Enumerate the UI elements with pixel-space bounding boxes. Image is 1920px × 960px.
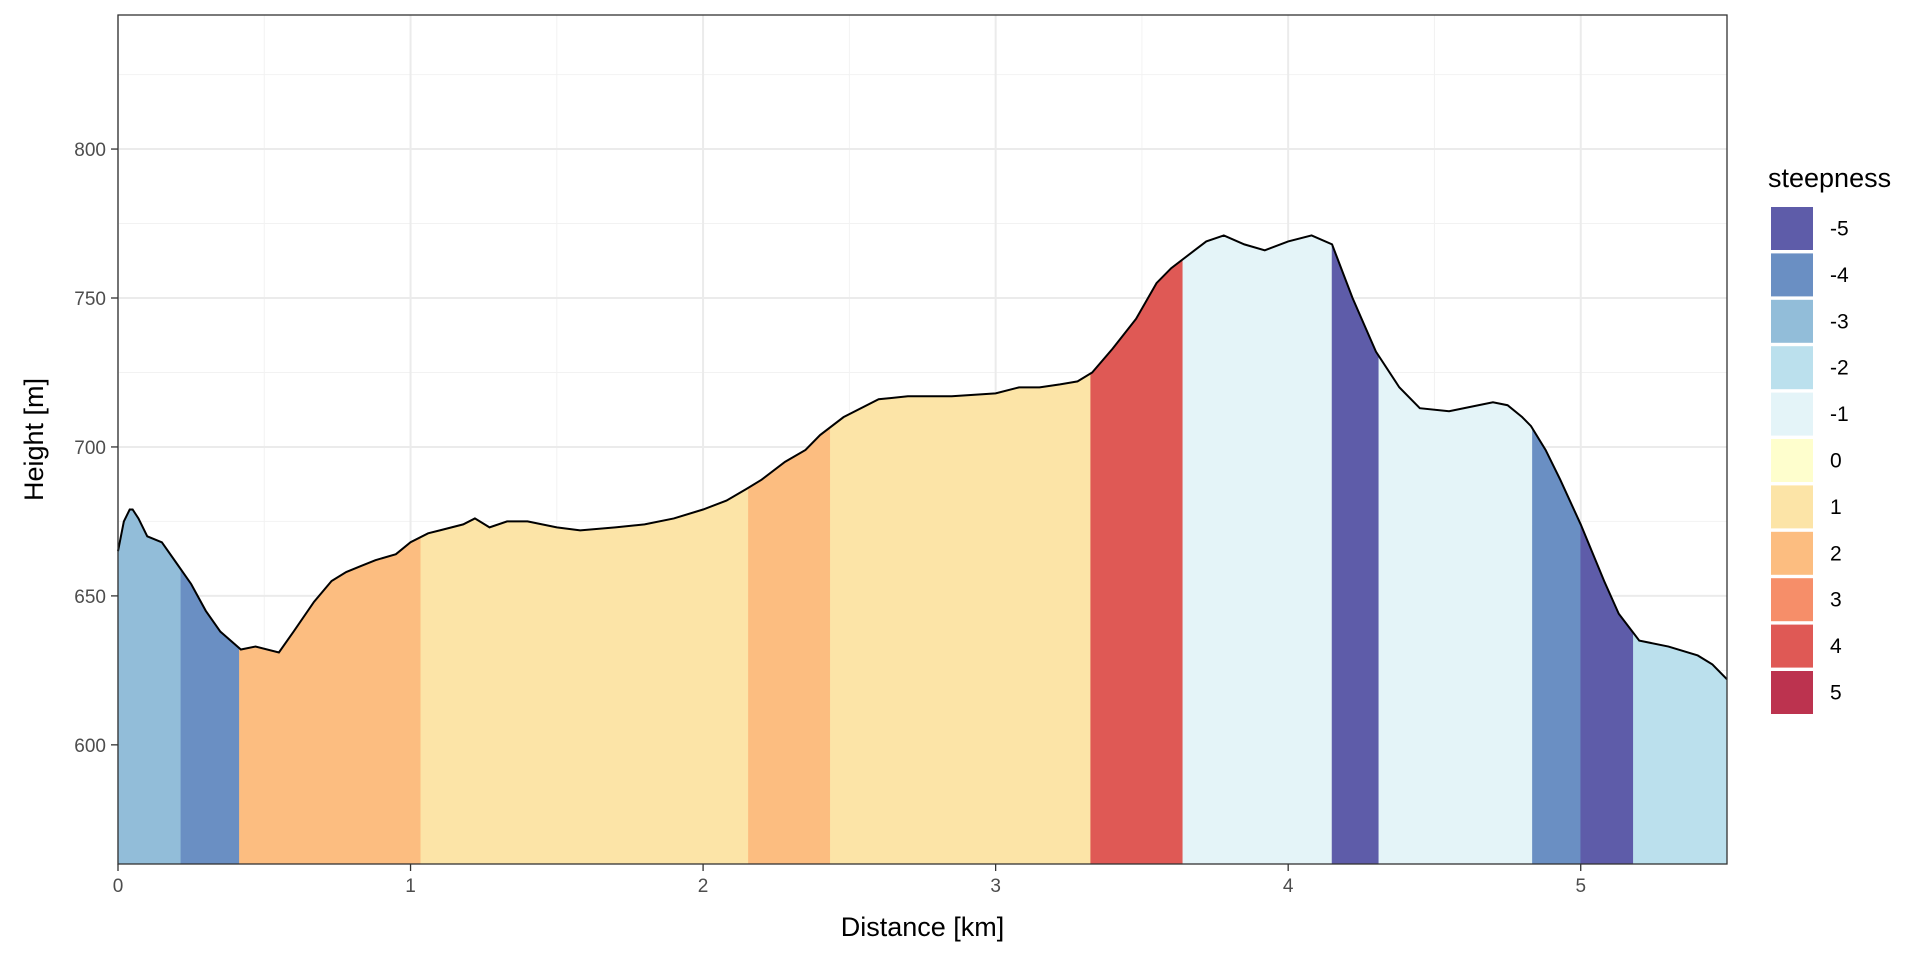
x-tick-label: 4 xyxy=(1283,876,1294,897)
steepness-segment xyxy=(420,487,749,865)
legend: steepness -5 -4 -3 -2 -1 0 1 2 3 4 5 xyxy=(1768,163,1891,714)
legend-key xyxy=(1771,346,1813,390)
legend-key xyxy=(1771,253,1813,297)
legend-label: -1 xyxy=(1830,403,1849,426)
y-tick-label: 800 xyxy=(74,140,106,161)
y-tick-label: 600 xyxy=(74,736,106,757)
profile-line xyxy=(117,234,1728,681)
legend-label: 1 xyxy=(1830,496,1842,519)
steepness-segment xyxy=(1633,632,1728,865)
legend-label: 5 xyxy=(1830,682,1842,705)
steepness-segments xyxy=(117,235,1728,865)
legend-label: 0 xyxy=(1830,450,1842,473)
y-tick-label: 750 xyxy=(74,289,106,310)
x-tick-label: 5 xyxy=(1575,876,1586,897)
steepness-segment xyxy=(748,426,831,865)
x-tick-label: 2 xyxy=(698,876,709,897)
axis-ticks: 0 1 2 3 4 5 600 650 700 750 800 xyxy=(74,140,1586,897)
legend-label: -5 xyxy=(1830,218,1849,241)
legend-key xyxy=(1771,671,1813,714)
steepness-segment xyxy=(830,372,1092,865)
legend-label: 3 xyxy=(1830,589,1842,612)
legend-label: -4 xyxy=(1830,264,1849,287)
legend-key xyxy=(1771,531,1813,575)
legend-key xyxy=(1771,439,1813,482)
legend-title: steepness xyxy=(1768,163,1891,193)
steepness-segment xyxy=(1378,355,1533,865)
legend-key xyxy=(1771,207,1813,250)
panel-border xyxy=(117,14,1728,865)
legend-key xyxy=(1771,392,1813,436)
legend-label: -2 xyxy=(1830,357,1849,380)
y-axis-title: Height [m] xyxy=(19,378,49,501)
legend-key xyxy=(1771,578,1813,622)
x-tick-label: 3 xyxy=(990,876,1001,897)
x-tick-label: 1 xyxy=(405,876,416,897)
legend-label: 2 xyxy=(1830,542,1842,565)
x-axis-title: Distance [km] xyxy=(841,912,1005,942)
steepness-segment xyxy=(1182,235,1333,865)
legend-key xyxy=(1771,624,1813,668)
legend-label: -3 xyxy=(1830,310,1849,333)
legend-key xyxy=(1771,485,1813,529)
y-tick-label: 700 xyxy=(74,438,106,459)
x-tick-label: 0 xyxy=(113,876,124,897)
y-tick-label: 650 xyxy=(74,587,106,608)
legend-key xyxy=(1771,299,1813,343)
steepness-segment xyxy=(117,509,182,865)
legend-label: 4 xyxy=(1830,635,1842,658)
